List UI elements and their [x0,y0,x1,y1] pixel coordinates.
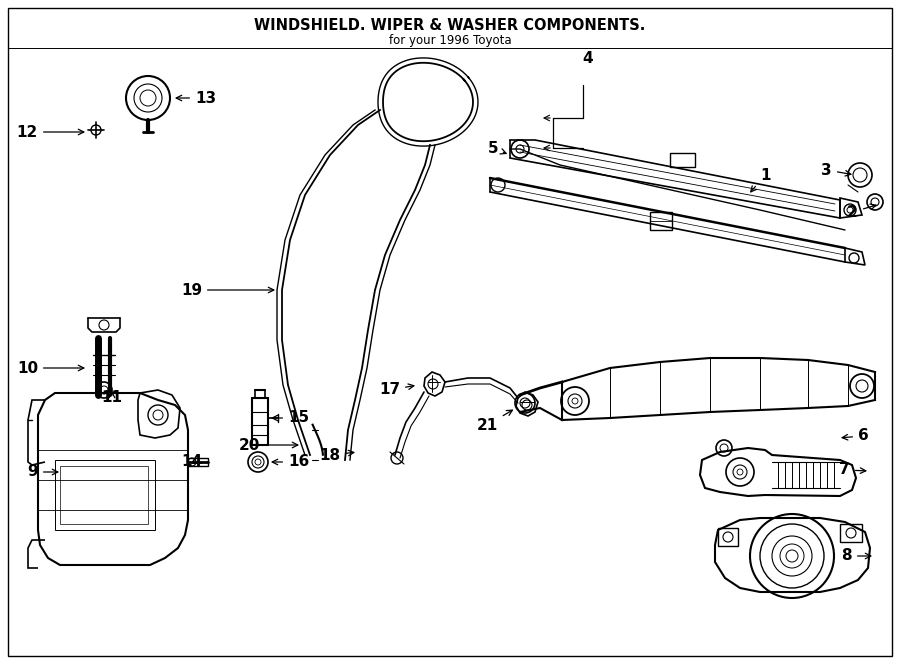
Text: 19: 19 [181,283,274,297]
Text: 5: 5 [488,140,506,156]
Text: 6: 6 [842,428,868,444]
Bar [650,212,672,230]
Bar [670,153,695,167]
Circle shape [91,125,101,135]
Text: 8: 8 [842,549,871,563]
Text: 12: 12 [17,124,84,140]
Text: 18: 18 [319,448,354,463]
Bar [840,524,862,542]
Text: 17: 17 [379,383,414,397]
Text: 11: 11 [102,391,122,406]
Text: 21: 21 [477,410,512,432]
Text: 7: 7 [840,463,866,477]
Text: 2: 2 [847,204,876,220]
Text: for your 1996 Toyota: for your 1996 Toyota [389,34,511,47]
Bar [55,460,155,530]
Text: 1: 1 [751,167,770,192]
Text: 10: 10 [17,361,84,375]
Text: WINDSHIELD. WIPER & WASHER COMPONENTS.: WINDSHIELD. WIPER & WASHER COMPONENTS. [255,18,645,33]
Text: 16: 16 [272,455,310,469]
Bar [188,458,208,466]
Bar [60,466,148,524]
Text: 20: 20 [238,438,298,453]
Text: 3: 3 [822,162,850,177]
Text: 13: 13 [176,91,216,105]
Text: 15: 15 [272,410,309,426]
Bar [718,528,738,546]
Text: 4: 4 [582,50,593,66]
Text: 9: 9 [27,465,58,479]
Text: 14: 14 [182,455,202,469]
